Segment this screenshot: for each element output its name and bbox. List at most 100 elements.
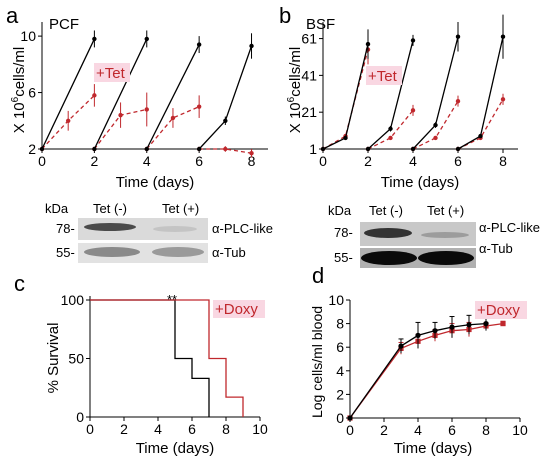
x-tick-label: 0 [346, 422, 354, 438]
control-data-point [92, 146, 97, 152]
treated-data-point [455, 98, 461, 104]
x-tick-label: 10 [512, 422, 528, 438]
control-data-point [249, 43, 254, 49]
doxy-series-line [349, 322, 504, 419]
treated-series-line [457, 98, 504, 150]
x-tick-label: 2 [364, 153, 372, 169]
x-tick-label: 10 [252, 421, 268, 437]
control-series-line [198, 45, 253, 150]
panel-b-blot-top-band-2 [421, 232, 469, 238]
x-tick-label: 8 [222, 421, 230, 437]
control-data-point [478, 133, 483, 139]
x-tick-label: 8 [248, 153, 256, 169]
control-data-point [92, 36, 97, 42]
panel-a-annotation: +Tet [96, 65, 126, 82]
panel-b: b BSF X 106cells/ml 0 2 4 6 8 1 21 41 61 +Tet Ti… [279, 3, 518, 191]
panel-d-annotation-bg [475, 301, 527, 319]
panel-a-blot-top-band-2 [153, 226, 197, 232]
treated-data-point [92, 93, 97, 98]
x-tick-label: 6 [195, 153, 203, 169]
control-data-point [365, 41, 371, 47]
control-series-line [41, 38, 95, 150]
panel-c-letter: c [14, 271, 25, 296]
control-series-line [457, 36, 504, 150]
panel-c-ylabel: % Survival [45, 323, 62, 394]
x-tick-label: 6 [448, 422, 456, 438]
panel-a-annotation-bg [94, 63, 130, 82]
x-tick-label: 6 [188, 421, 196, 437]
y-tick-label: 1 [309, 141, 317, 157]
y-tick-label: 0 [76, 409, 84, 425]
x-tick-label: 2 [380, 422, 388, 438]
treated-data-point [410, 108, 416, 113]
panel-a-blot-mw-bottom: 55- [56, 245, 75, 260]
treated-data-point [500, 97, 506, 102]
control-data-point [196, 42, 202, 47]
y-tick-label: 2 [336, 386, 344, 402]
control-data-point [415, 332, 421, 338]
panel-b-blot-mw-top: 78- [334, 225, 353, 240]
panel-b-blot-bottom-band-2 [418, 251, 474, 265]
panel-b-ylabel: X 106cells/ml [286, 47, 304, 133]
y-tick-label: 50 [68, 351, 84, 367]
control-series-line [367, 40, 414, 150]
y-tick-label: 8 [336, 316, 344, 332]
panel-d-annotation: +Doxy [477, 302, 520, 319]
treated-series-line [199, 148, 252, 154]
panel-c-significance: ** [167, 292, 177, 307]
control-data-point [144, 36, 149, 42]
panel-b-blot-kda: kDa [328, 203, 352, 218]
panel-a-letter: a [6, 3, 19, 28]
control-data-point [347, 415, 353, 421]
y-tick-label: 41 [301, 67, 317, 83]
control-data-point [398, 343, 404, 349]
x-tick-label: 8 [499, 153, 507, 169]
panel-a-blot-mw-top: 78- [56, 221, 75, 236]
x-tick-label: 0 [319, 153, 327, 169]
control-data-point [343, 135, 348, 141]
x-tick-label: 4 [414, 422, 422, 438]
panel-a-blot-kda: kDa [45, 201, 69, 216]
control-series-line [322, 43, 369, 150]
panel-d-letter: d [312, 263, 324, 288]
x-tick-label: 0 [38, 153, 46, 169]
panel-d-xlabel: Time (days) [394, 440, 473, 457]
control-data-point [466, 322, 472, 328]
control-data-point [432, 328, 438, 334]
y-tick-label: 21 [301, 104, 317, 120]
treated-series-line [412, 100, 459, 150]
control-data-point [365, 146, 371, 152]
panel-b-blot-lane1: Tet (-) [369, 203, 403, 218]
panel-b-blot-top-band-1 [364, 228, 412, 238]
control-data-point [455, 34, 461, 39]
panel-d: d Log cells/ml blood 0 2 4 6 8 10 0 2 4 6 8 10 +Dox… [309, 263, 528, 457]
survival-curve-control [90, 299, 210, 417]
panel-b-xlabel: Time (days) [381, 174, 460, 191]
panel-a-blot-bottom-band-2 [152, 247, 204, 257]
control-series-line [412, 36, 459, 150]
control-data-point [449, 324, 455, 330]
panel-a-blot: kDa Tet (-) Tet (+) 78- 55- α-PLC-like α… [45, 201, 273, 263]
treated-data-point [144, 107, 149, 112]
y-tick-label: 10 [20, 28, 36, 44]
panel-b-blot-bottom-band-1 [361, 251, 417, 265]
x-tick-label: 6 [454, 153, 462, 169]
control-data-point [433, 122, 438, 128]
y-tick-label: 61 [301, 31, 317, 47]
treated-series-line [146, 106, 200, 150]
panel-c-xlabel: Time (days) [136, 440, 215, 457]
panel-b-blot-label-bottom: α-Tub [479, 241, 513, 256]
control-data-point [144, 146, 149, 152]
control-data-point [500, 34, 506, 39]
panel-a-blot-bottom-band-1 [84, 247, 140, 257]
panel-b-blot-lane2: Tet (+) [427, 203, 464, 218]
x-tick-label: 8 [482, 422, 490, 438]
doxy-data-point [500, 321, 506, 327]
control-data-point [223, 118, 228, 123]
control-data-point [483, 321, 489, 327]
panel-c-annotation-bg [213, 300, 265, 318]
panel-d-ylabel: Log cells/ml blood [309, 306, 325, 418]
